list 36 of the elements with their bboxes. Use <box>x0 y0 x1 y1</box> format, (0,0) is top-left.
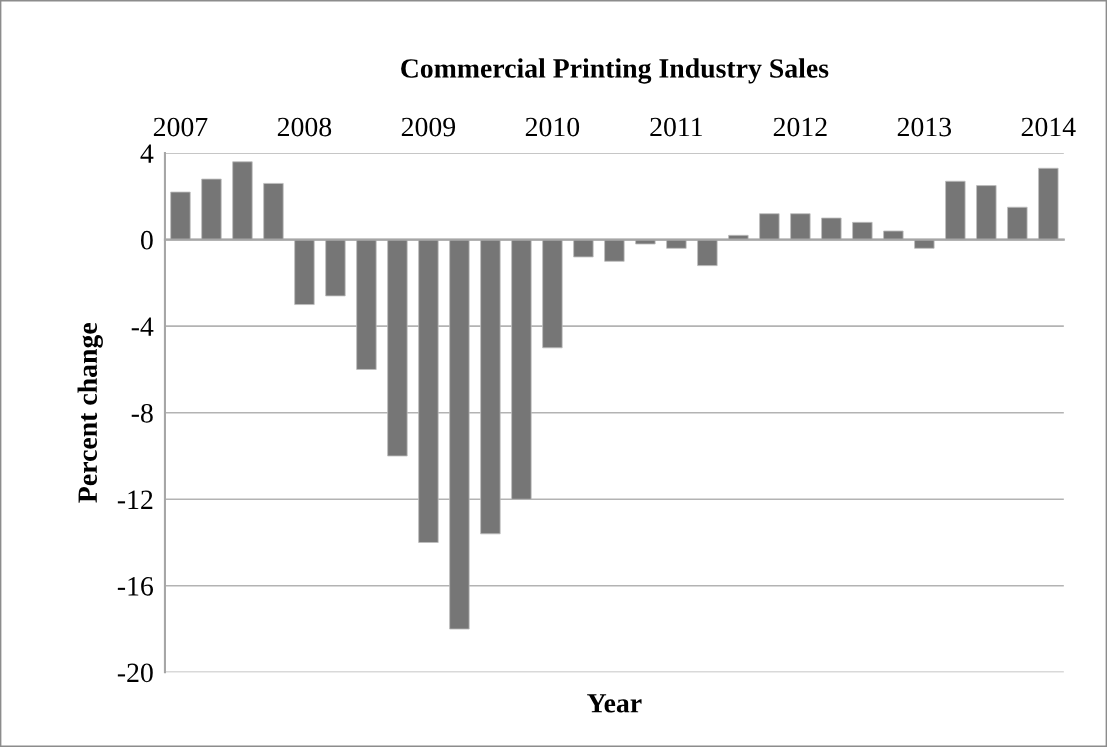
bar <box>852 221 873 241</box>
bar <box>604 239 625 262</box>
bar <box>573 239 594 258</box>
bar <box>697 239 718 267</box>
bar <box>1007 206 1028 241</box>
x-tick-label: 2012 <box>773 117 827 137</box>
x-tick-label: 2013 <box>897 117 952 137</box>
x-tick-label: 2009 <box>401 117 456 137</box>
bar <box>263 183 284 241</box>
y-tick-label: -16 <box>117 577 153 596</box>
y-tick-label: 4 <box>140 144 154 163</box>
bar <box>232 161 253 241</box>
x-tick-label: 2007 <box>153 117 208 137</box>
y-tick-label: 0 <box>141 230 153 250</box>
y-axis-title: Percent change <box>77 323 103 503</box>
y-tick-label: -4 <box>131 317 154 336</box>
bar <box>170 191 191 241</box>
bar <box>1038 167 1059 241</box>
bar <box>294 239 315 305</box>
x-tick-label: 2010 <box>525 117 580 137</box>
bar <box>976 185 997 241</box>
chart-title: Commercial Printing Industry Sales <box>401 58 829 84</box>
bar <box>883 230 904 241</box>
x-tick-label: 2011 <box>650 117 702 137</box>
y-tick-label: -8 <box>131 403 153 423</box>
bar <box>945 180 966 241</box>
bar <box>821 217 842 241</box>
y-tick-label: -20 <box>117 663 153 683</box>
x-axis-title: Year <box>587 694 642 713</box>
bar <box>790 213 811 241</box>
bar <box>201 178 222 241</box>
bar <box>759 213 780 241</box>
bar <box>325 239 346 297</box>
x-tick-label: 2014 <box>1021 117 1076 137</box>
y-tick-label: -12 <box>117 490 153 509</box>
x-tick-label: 2008 <box>277 117 332 137</box>
